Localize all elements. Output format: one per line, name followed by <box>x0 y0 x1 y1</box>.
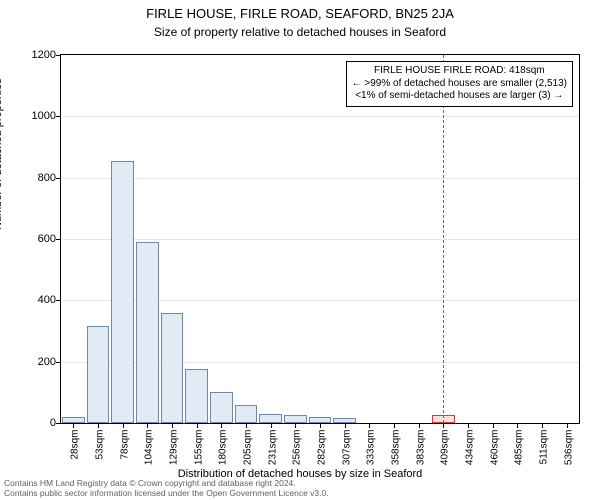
xtick-mark <box>468 423 469 428</box>
histogram-bar <box>210 392 233 423</box>
footnote: Contains HM Land Registry data © Crown c… <box>4 479 329 498</box>
ytick-mark <box>56 116 61 117</box>
ytick-label: 0 <box>16 417 56 429</box>
gridline <box>61 178 579 179</box>
gridline <box>61 239 579 240</box>
ytick-label: 600 <box>16 233 56 245</box>
ytick-mark <box>56 239 61 240</box>
histogram-bar <box>87 326 110 423</box>
footnote-line2: Contains public sector information licen… <box>4 489 329 498</box>
xtick-mark <box>147 423 148 428</box>
xtick-mark <box>369 423 370 428</box>
callout-line1: FIRLE HOUSE FIRLE ROAD: 418sqm <box>352 65 567 78</box>
xtick-mark <box>394 423 395 428</box>
ytick-mark <box>56 423 61 424</box>
ytick-label: 200 <box>16 356 56 368</box>
xtick-mark <box>345 423 346 428</box>
ytick-label: 1200 <box>16 49 56 61</box>
histogram-bar <box>185 369 208 423</box>
ytick-mark <box>56 55 61 56</box>
xtick-mark <box>295 423 296 428</box>
callout-line3: <1% of semi-detached houses are larger (… <box>352 90 567 103</box>
page-subtitle: Size of property relative to detached ho… <box>0 21 600 39</box>
histogram-bar <box>235 405 258 423</box>
xtick-mark <box>517 423 518 428</box>
histogram-bar <box>111 161 134 423</box>
xtick-mark <box>246 423 247 428</box>
xtick-mark <box>320 423 321 428</box>
xtick-mark <box>271 423 272 428</box>
ytick-label: 400 <box>16 294 56 306</box>
xtick-mark <box>443 423 444 428</box>
xtick-mark <box>221 423 222 428</box>
ytick-label: 1000 <box>16 110 56 122</box>
xtick-mark <box>542 423 543 428</box>
xtick-mark <box>419 423 420 428</box>
histogram-bar <box>161 313 184 423</box>
xtick-mark <box>73 423 74 428</box>
histogram-plot: FIRLE HOUSE FIRLE ROAD: 418sqm← >99% of … <box>60 54 580 424</box>
ytick-mark <box>56 178 61 179</box>
y-axis-label: Number of detached properties <box>0 78 4 230</box>
xtick-mark <box>567 423 568 428</box>
gridline <box>61 116 579 117</box>
histogram-bar <box>284 415 307 423</box>
histogram-bar <box>259 414 282 423</box>
marker-line <box>443 55 444 423</box>
page-title: FIRLE HOUSE, FIRLE ROAD, SEAFORD, BN25 2… <box>0 0 600 21</box>
ytick-label: 800 <box>16 172 56 184</box>
callout-line2: ← >99% of detached houses are smaller (2… <box>352 78 567 91</box>
xtick-mark <box>493 423 494 428</box>
histogram-bar <box>136 242 159 423</box>
xtick-mark <box>123 423 124 428</box>
xtick-mark <box>98 423 99 428</box>
ytick-mark <box>56 362 61 363</box>
xtick-mark <box>172 423 173 428</box>
ytick-mark <box>56 300 61 301</box>
callout-box: FIRLE HOUSE FIRLE ROAD: 418sqm← >99% of … <box>346 61 573 107</box>
xtick-mark <box>197 423 198 428</box>
